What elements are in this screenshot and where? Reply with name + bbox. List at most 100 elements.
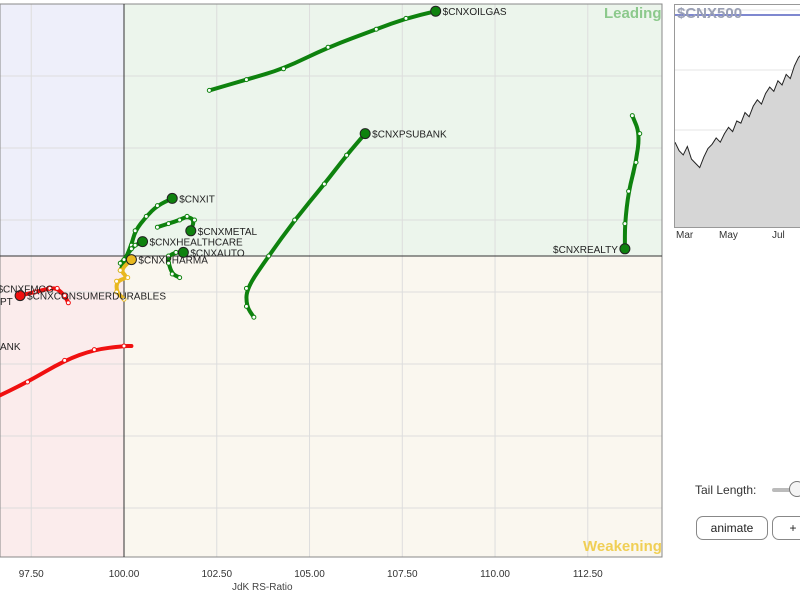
tail-length-slider-handle[interactable]	[789, 481, 800, 497]
tail-point	[325, 44, 331, 50]
animate-button[interactable]: animate	[696, 516, 768, 540]
tail-line	[207, 9, 438, 93]
tail-point	[191, 217, 197, 223]
series-label: $CNXIT	[179, 194, 215, 205]
tail-point	[344, 152, 350, 158]
head-marker	[430, 5, 442, 17]
quadrant-weakening	[124, 256, 662, 557]
tail-point	[206, 87, 212, 93]
tail-point	[121, 257, 127, 263]
price-chart-title: $CNX500	[677, 5, 743, 22]
head-marker	[137, 236, 149, 248]
series-label: $CNXOILGAS	[443, 7, 507, 18]
tail-point	[166, 260, 172, 266]
tail-point	[47, 285, 53, 291]
price-chart-svg	[675, 9, 800, 227]
series-label: $CNXMETAL	[198, 227, 258, 238]
tail-point	[32, 289, 38, 295]
tail-length-label: Tail Length:	[695, 483, 757, 497]
tail-point	[169, 271, 175, 277]
tail-point	[166, 221, 172, 227]
label-fragment: PT	[0, 297, 13, 308]
series-label: $CNXFMCG	[0, 284, 54, 295]
x-axis-ticks: 97.50 100.00 102.50 105.00 107.50 110.00 112.5…	[19, 569, 603, 580]
tail-point	[128, 246, 134, 252]
x-tick-label: 97.50	[19, 569, 44, 580]
tail-point	[62, 357, 68, 363]
tail-point	[166, 253, 172, 259]
tail-point	[243, 77, 249, 83]
tail-point	[117, 267, 123, 273]
tail-length-slider-track[interactable]	[772, 488, 800, 492]
plot-border	[0, 3, 663, 558]
head-marker	[166, 192, 178, 204]
month-label: Mar	[676, 230, 694, 241]
x-tick-label: 112.50	[573, 569, 603, 580]
month-label: May	[719, 230, 738, 241]
tail-point	[62, 293, 68, 299]
tail-point	[403, 15, 409, 21]
series-label: $CNXHEALTHCARE	[150, 238, 243, 249]
tail-point	[25, 379, 31, 385]
tail-point	[154, 203, 160, 209]
tail-point	[251, 314, 257, 320]
x-axis-title: JdK RS-Ratio	[232, 582, 293, 593]
price-line	[675, 55, 800, 169]
tail-point	[243, 285, 249, 291]
tail-point	[177, 275, 183, 281]
head-marker	[619, 243, 631, 255]
tail-point	[114, 289, 120, 295]
quadrant-backgrounds	[0, 4, 662, 557]
series-label: $CNXPSUBANK	[372, 130, 447, 141]
tail-point	[114, 278, 120, 284]
head-marker	[14, 290, 26, 302]
tail-point	[321, 181, 327, 187]
price-chart-panel: $CNX500	[674, 4, 800, 228]
tail-point	[633, 159, 639, 165]
x-tick-label: 107.50	[387, 569, 418, 580]
tail-point	[143, 213, 149, 219]
tail-point	[243, 303, 249, 309]
head-marker	[177, 246, 189, 258]
tail-point	[132, 242, 138, 248]
month-label: Jul	[772, 230, 785, 241]
head-marker	[185, 225, 197, 237]
head-marker	[125, 254, 137, 266]
tail-point	[173, 249, 179, 255]
tail-point	[117, 260, 123, 266]
tail-line	[0, 344, 134, 398]
tail-point	[281, 66, 287, 72]
quadrant-label-leading: Leading	[604, 5, 662, 22]
tail-point	[125, 275, 131, 281]
tail-point	[121, 296, 127, 302]
tail-point	[626, 188, 632, 194]
tail-point	[91, 347, 97, 353]
head-marker	[359, 128, 371, 140]
x-tick-label: 110.00	[480, 569, 510, 580]
tail-point	[373, 26, 379, 32]
x-tick-label: 105.00	[294, 569, 325, 580]
tail-point	[184, 213, 190, 219]
series-label: $CNXPHARMA	[138, 256, 208, 267]
x-tick-label: 100.00	[109, 569, 140, 580]
tail-point	[54, 285, 60, 291]
tail-point	[177, 217, 183, 223]
series-label: $CNXREALTY	[553, 245, 618, 256]
quadrant-lagging	[0, 256, 124, 557]
series-label: $CNXAUTO	[190, 248, 244, 259]
tail-point	[266, 253, 272, 259]
tail-point	[629, 113, 635, 119]
tail-point	[637, 131, 643, 137]
quadrant-label-weakening: Weakening	[583, 538, 662, 555]
tail-point	[132, 228, 138, 234]
tail-point	[622, 221, 628, 227]
add-symbol-button[interactable]: +	[772, 516, 800, 540]
series-label: $CNXCONSUMERDURABLES	[27, 292, 166, 303]
quadrant-leading	[124, 4, 662, 256]
tail-line	[244, 131, 368, 320]
label-fragment: ANK	[0, 342, 21, 353]
quadrant-improving	[0, 4, 124, 256]
tail-point	[292, 217, 298, 223]
rrg-tails: $CNXOILGAS $CNXPSUBANK $CNXREALTY $CNXIT $CN…	[0, 5, 643, 398]
